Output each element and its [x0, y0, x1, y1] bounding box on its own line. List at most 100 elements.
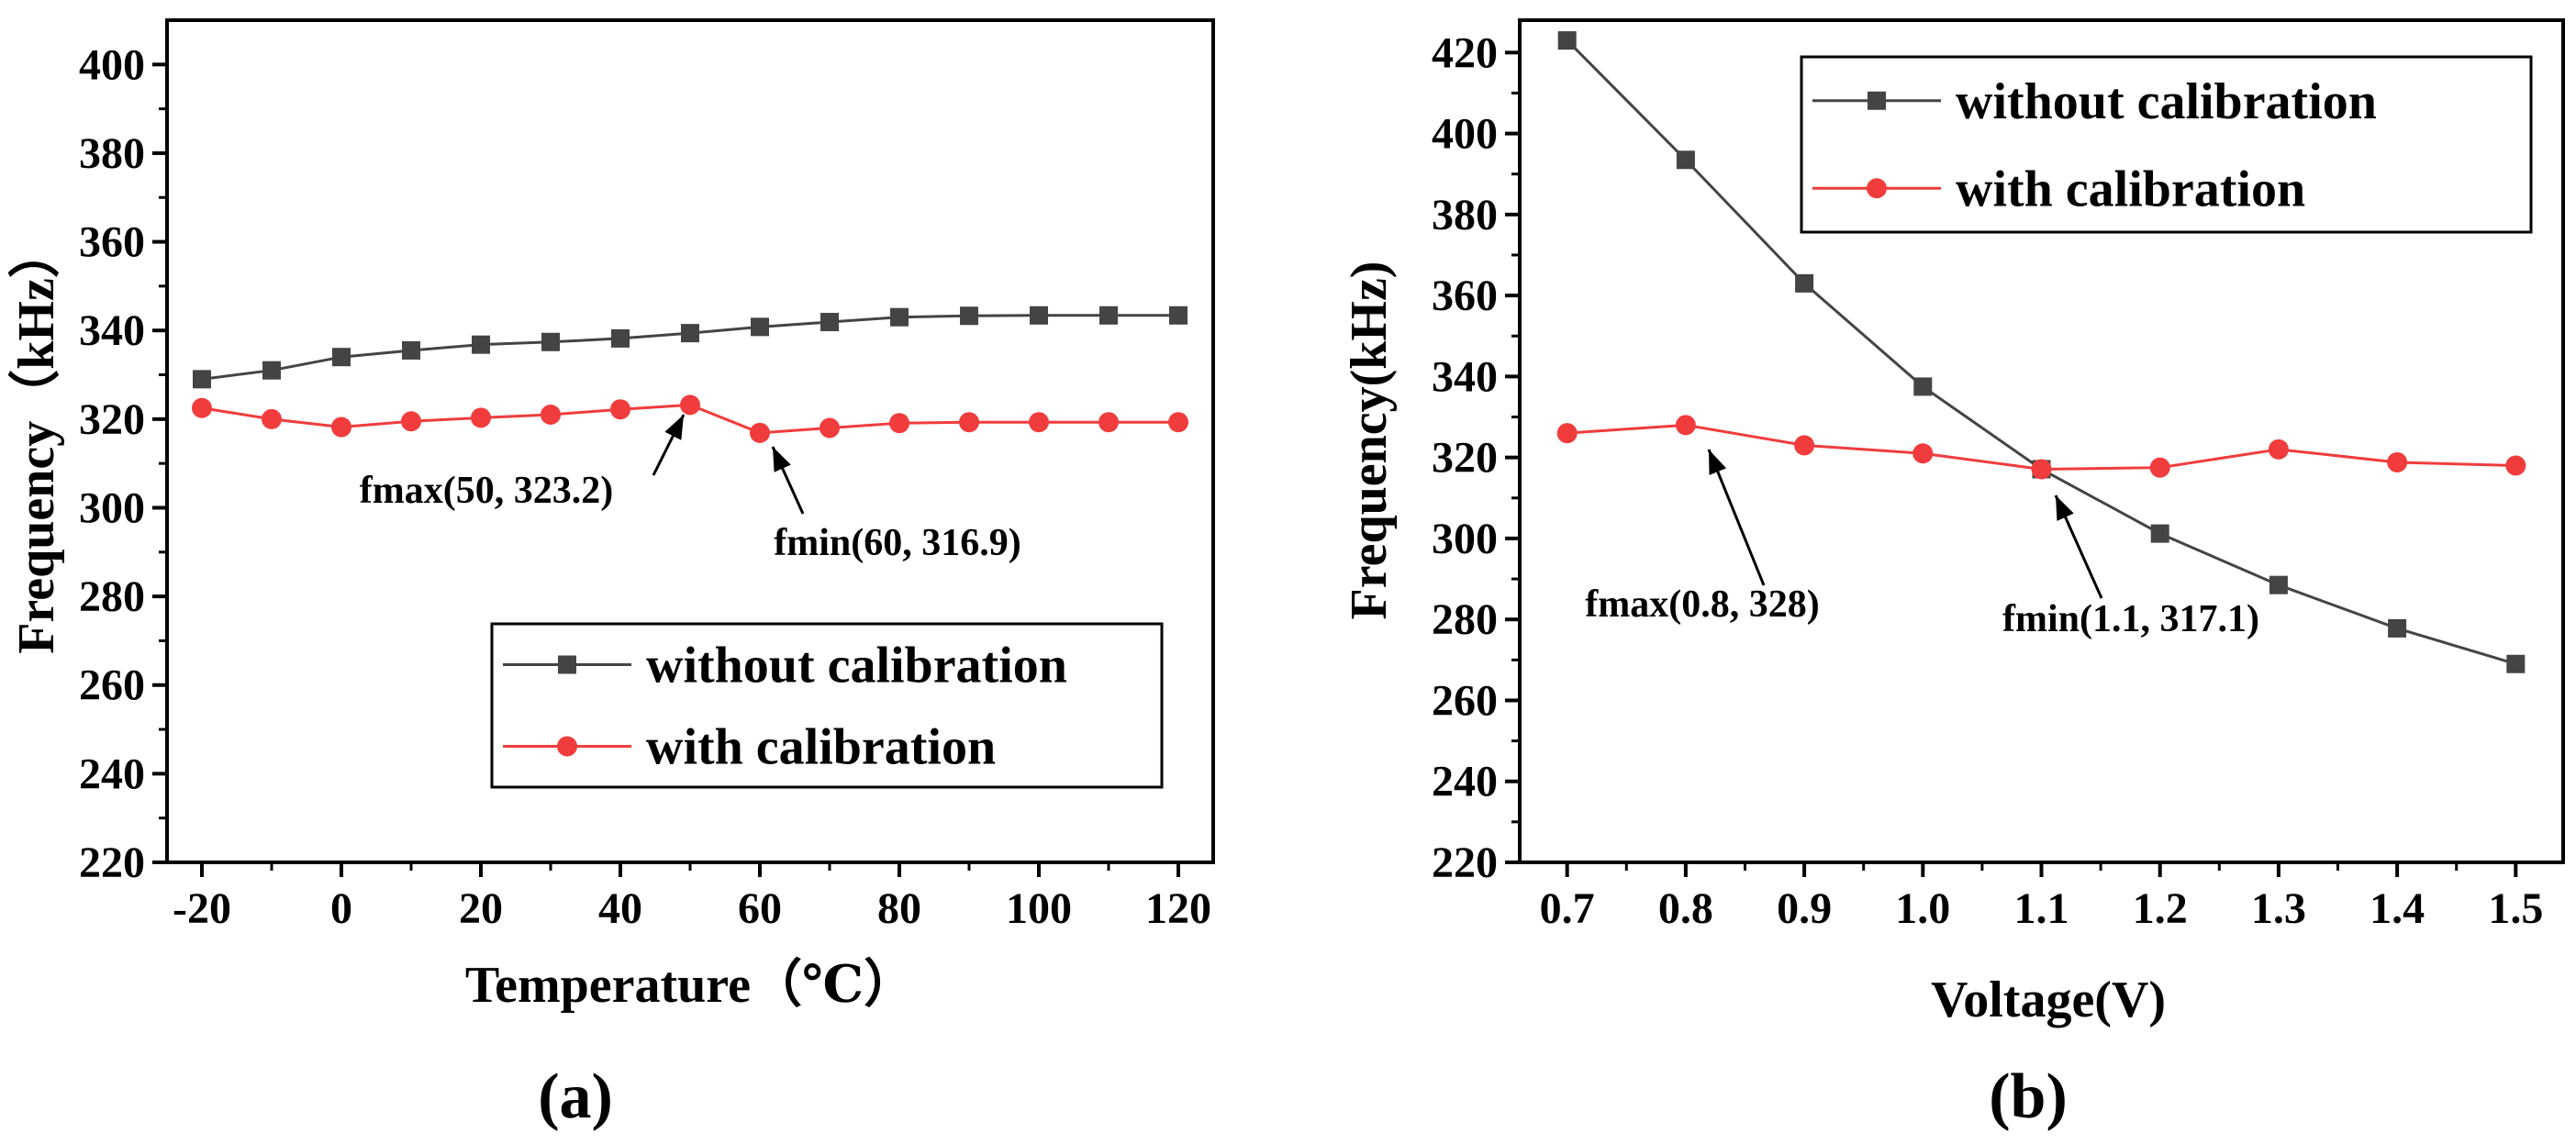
data-point-square — [193, 370, 211, 389]
data-point-circle — [1029, 412, 1049, 433]
data-point-circle — [401, 411, 421, 432]
data-point-square — [472, 335, 490, 354]
data-point-circle — [2031, 459, 2052, 480]
y-tick-label: 320 — [1432, 434, 1498, 483]
data-point-square — [1557, 31, 1577, 50]
y-tick-label: 360 — [1432, 272, 1498, 320]
y-tick-label: 360 — [79, 218, 145, 267]
y-tick-label: 340 — [79, 306, 145, 355]
data-point-circle — [1794, 435, 1815, 456]
data-point-circle — [471, 407, 491, 428]
data-point-square — [402, 340, 420, 360]
data-point-circle — [2149, 457, 2170, 478]
annotation-arrow-head — [2056, 495, 2074, 521]
y-tick-label: 260 — [1432, 676, 1498, 725]
data-point-square — [890, 307, 909, 327]
x-tick-label: 100 — [1006, 884, 1072, 933]
data-point-square — [751, 317, 769, 337]
annotation-label: fmax(50, 323.2) — [360, 470, 613, 512]
data-point-circle — [2268, 439, 2289, 460]
data-point-circle — [2505, 455, 2526, 476]
legend-label: without calibration — [1956, 73, 2377, 130]
data-point-circle — [1675, 415, 1696, 436]
y-tick-label: 420 — [1432, 28, 1498, 77]
x-tick-label: 0.7 — [1540, 884, 1595, 933]
y-tick-label: 260 — [79, 661, 145, 710]
y-tick-label: 300 — [79, 483, 145, 532]
data-point-circle — [1912, 443, 1934, 464]
panel-b: 220 240 260 280 300 320 340 360 380 400 420 0.7 0.8 0… — [1341, 18, 2565, 1132]
x-tick-label: 120 — [1145, 884, 1211, 933]
legend-label: with calibration — [1956, 161, 2305, 217]
y-axis-title: Frequency(kHz) — [1341, 261, 1398, 620]
annotation-label: fmax(0.8, 328) — [1585, 583, 1819, 626]
x-tick-label: 0 — [330, 884, 352, 933]
legend-label: with calibration — [646, 719, 996, 776]
data-point-circle — [1098, 412, 1119, 433]
data-point-circle — [889, 413, 909, 434]
data-point-square — [1913, 377, 1933, 396]
data-point-circle — [750, 422, 770, 443]
y-tick-label: 280 — [79, 572, 145, 621]
x-tick-label: 80 — [877, 884, 921, 933]
x-axis-title: Temperature（℃） — [465, 956, 915, 1014]
data-point-square — [1099, 305, 1118, 325]
y-tick-label: 320 — [79, 395, 145, 444]
y-tick-label: 300 — [1432, 515, 1498, 563]
annotation-arrow-head — [773, 447, 791, 472]
x-tick-label: 1.3 — [2251, 884, 2306, 933]
data-point-square — [2388, 618, 2407, 638]
data-point-square — [611, 328, 630, 348]
data-point-circle — [541, 405, 561, 426]
y-tick-label: 240 — [79, 750, 145, 798]
data-point-circle — [192, 397, 212, 418]
x-axis-title: Voltage(V) — [1931, 972, 2166, 1028]
data-point-square — [2506, 654, 2526, 673]
x-tick-label: 1.1 — [2014, 884, 2069, 933]
y-tick-label: 400 — [1432, 110, 1498, 159]
y-tick-label: 400 — [79, 40, 145, 89]
legend-swatch-circle — [557, 736, 577, 757]
x-tick-label: 20 — [459, 884, 503, 933]
legend-label: without calibration — [646, 638, 1067, 694]
panel-label: (b) — [1989, 1061, 2068, 1132]
data-point-square — [1030, 305, 1048, 325]
data-point-circle — [1168, 412, 1188, 433]
y-axis-title: Frequency（kHz） — [7, 227, 65, 654]
panel-a: 220 240 260 280 300 320 340 360 380 400 -20 0 20 40 60… — [7, 18, 1215, 1132]
data-point-square — [820, 313, 839, 332]
annotation-arrow-head — [664, 415, 684, 440]
data-point-square — [1676, 150, 1695, 170]
data-point-square — [262, 361, 281, 380]
y-tick-label: 220 — [79, 839, 145, 887]
data-point-circle — [1556, 423, 1578, 444]
legend-box — [1800, 55, 2533, 234]
data-point-circle — [331, 417, 351, 438]
data-point-circle — [610, 399, 630, 420]
x-tick-label: 0.9 — [1777, 884, 1832, 933]
panel-label: (a) — [538, 1061, 613, 1132]
x-tick-label: -20 — [173, 884, 231, 933]
data-point-square — [681, 324, 699, 343]
x-tick-label: 1.2 — [2133, 884, 2188, 933]
y-tick-label: 220 — [1432, 839, 1498, 887]
annotation-arrow-head — [1709, 450, 1727, 475]
data-point-circle — [959, 412, 979, 433]
y-tick-label: 240 — [1432, 758, 1498, 806]
y-tick-label: 380 — [1432, 191, 1498, 239]
data-point-square — [332, 348, 351, 367]
data-point-square — [1169, 305, 1188, 325]
x-tick-label: 1.4 — [2370, 884, 2425, 933]
annotation-arrow-shaft — [1707, 449, 1766, 586]
data-point-square — [2150, 524, 2169, 543]
data-point-circle — [2387, 451, 2408, 472]
data-point-circle — [820, 417, 840, 439]
x-tick-label: 0.8 — [1658, 884, 1713, 933]
data-point-circle — [680, 394, 700, 416]
data-point-square — [960, 306, 978, 326]
annotation-label: fmin(60, 316.9) — [774, 522, 1020, 564]
y-tick-label: 340 — [1432, 352, 1498, 401]
legend-swatch-square — [558, 655, 576, 674]
legend-swatch-circle — [1867, 178, 1887, 199]
